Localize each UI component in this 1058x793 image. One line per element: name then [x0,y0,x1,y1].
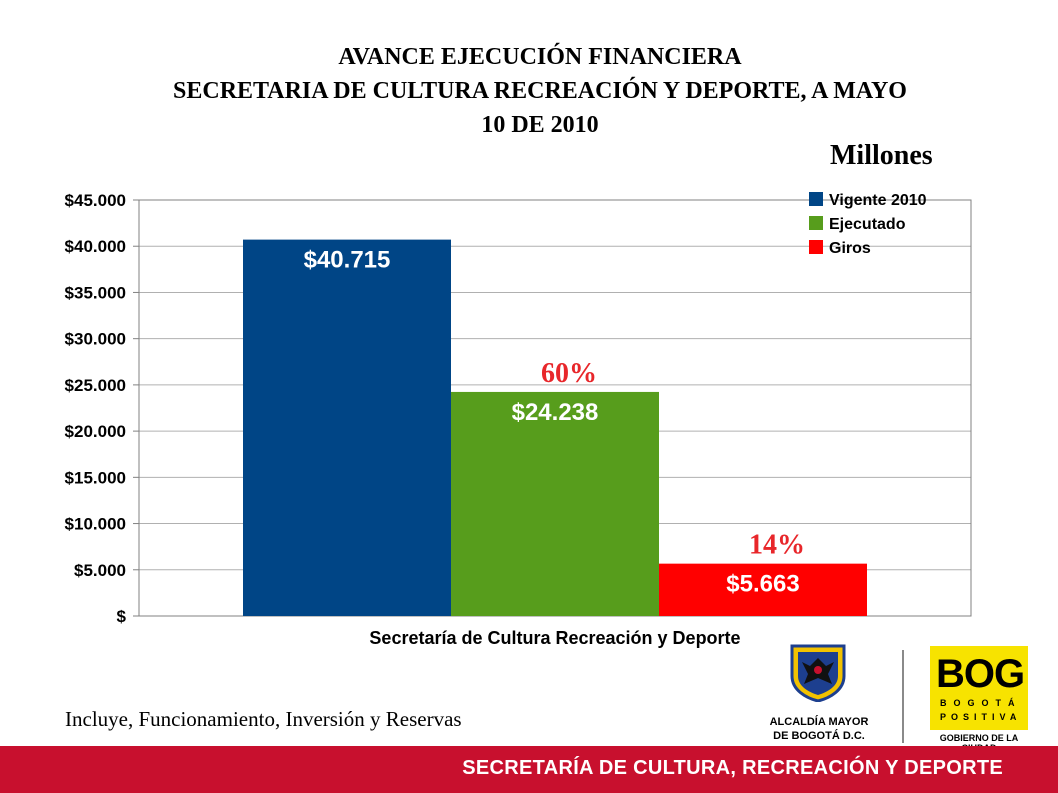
y-tick-label: $10.000 [65,515,126,534]
footnote: Incluye, Funcionamiento, Inversión y Res… [65,707,462,731]
unit-label: Millones [830,140,933,171]
bar-chart: $ $5.000 $10.000 $15.000 $20.000 $25.000 $30.0… [65,191,972,648]
bog-line-2: POSITIVA [940,712,1022,722]
bogota-positiva-logo: BOG BOGOTÁ POSITIVA GOBIERNO DE LA CIUDA… [930,646,1028,753]
y-tick-label: $ [117,607,127,626]
footer-bar: SECRETARÍA DE CULTURA, RECREACIÓN Y DEPO… [0,746,1058,793]
alcaldia-line-2: DE BOGOTÁ D.C. [773,730,865,742]
alcaldia-line-1: ALCALDÍA MAYOR [769,716,869,728]
y-tick-label: $40.000 [65,237,126,256]
legend-label-2: Ejecutado [829,216,906,233]
percent-annotation-2: 60% [541,358,597,389]
bog-yellow-box: BOG BOGOTÁ POSITIVA [930,646,1028,730]
bog-word: BOG [936,652,1025,696]
legend-swatch-1 [809,192,823,206]
footer-text: SECRETARÍA DE CULTURA, RECREACIÓN Y DEPO… [462,757,1003,779]
title-line-3: 10 DE 2010 [481,112,599,138]
y-tick-label: $25.000 [65,376,126,395]
y-tick-label: $5.000 [74,561,126,580]
chart-title: AVANCE EJECUCIÓN FINANCIERA SECRETARIA D… [40,40,1040,142]
alcaldia-logo: ALCALDÍA MAYOR DE BOGOTÁ D.C. [760,642,880,746]
logo-divider [902,650,904,743]
y-tick-label: $20.000 [65,422,126,441]
bog-line-1: BOGOTÁ [940,698,1022,708]
y-tick-label: $30.000 [65,330,126,349]
data-label-1: $40.715 [304,247,391,274]
bar-2 [451,391,659,616]
coat-of-arms-icon [790,644,846,702]
y-tick-label: $15.000 [65,468,126,487]
bar-3 [659,563,867,616]
legend-label-1: Vigente 2010 [829,192,927,209]
data-label-3: $5.663 [726,571,799,598]
y-tick-label: $45.000 [65,191,126,210]
title-line-2: SECRETARIA DE CULTURA RECREACIÓN Y DEPOR… [173,78,907,104]
percent-annotation-3: 14% [749,530,805,561]
legend-swatch-3 [809,240,823,254]
bar-1 [243,239,451,617]
legend-label-3: Giros [829,240,871,257]
y-tick-label: $35.000 [65,283,126,302]
data-label-2: $24.238 [512,399,599,426]
x-category-label: Secretaría de Cultura Recreación y Depor… [369,628,740,648]
title-line-1: AVANCE EJECUCIÓN FINANCIERA [338,44,742,70]
legend-swatch-2 [809,216,823,230]
